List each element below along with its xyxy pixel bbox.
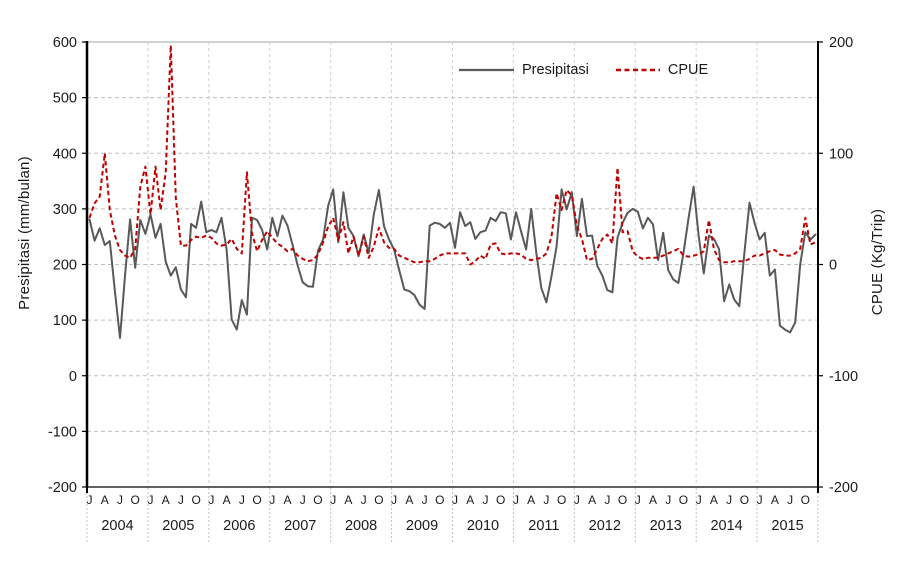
svg-text:-200: -200 (48, 480, 77, 496)
svg-text:400: 400 (53, 146, 77, 162)
svg-text:J: J (147, 493, 153, 507)
svg-text:J: J (513, 493, 519, 507)
svg-text:O: O (374, 493, 383, 507)
svg-text:O: O (740, 493, 749, 507)
presipitasi-line-sample-icon (459, 68, 514, 72)
svg-text:J: J (757, 493, 763, 507)
svg-text:A: A (588, 493, 596, 507)
left-axis-title: Presipitasi (mm/bulan) (16, 156, 33, 310)
svg-text:500: 500 (53, 91, 77, 107)
svg-text:J: J (87, 493, 93, 507)
presipitasi-series (88, 185, 817, 339)
left-axis-tick-labels: 600 500 400 300 200 100 0 -100 -200 (48, 35, 77, 496)
svg-text:2015: 2015 (771, 518, 803, 534)
svg-text:O: O (435, 493, 444, 507)
svg-text:J: J (482, 493, 488, 507)
svg-text:100: 100 (53, 313, 77, 329)
svg-text:0: 0 (69, 369, 77, 385)
svg-text:O: O (313, 493, 322, 507)
svg-text:A: A (101, 493, 109, 507)
svg-text:2009: 2009 (406, 518, 438, 534)
svg-text:J: J (452, 493, 458, 507)
svg-text:J: J (117, 493, 123, 507)
svg-text:J: J (574, 493, 580, 507)
svg-text:200: 200 (829, 35, 853, 51)
svg-text:J: J (239, 493, 245, 507)
svg-text:J: J (422, 493, 428, 507)
legend-item-presipitasi: Presipitasi (458, 62, 589, 78)
svg-text:J: J (391, 493, 397, 507)
svg-text:2014: 2014 (710, 518, 742, 534)
svg-text:2006: 2006 (223, 518, 255, 534)
svg-text:O: O (191, 493, 200, 507)
svg-text:J: J (361, 493, 367, 507)
svg-text:2007: 2007 (284, 518, 316, 534)
svg-text:A: A (527, 493, 535, 507)
svg-text:J: J (330, 493, 336, 507)
svg-text:O: O (801, 493, 810, 507)
svg-text:O: O (618, 493, 627, 507)
svg-text:200: 200 (53, 258, 77, 274)
legend-label-presipitasi: Presipitasi (522, 62, 589, 78)
svg-text:O: O (131, 493, 140, 507)
legend-label-cpue: CPUE (667, 62, 709, 78)
svg-text:2010: 2010 (467, 518, 499, 534)
right-axis-tick-labels: 200 100 0 -100 -200 (829, 35, 858, 496)
presipitasi-line (88, 185, 817, 339)
svg-text:J: J (178, 493, 184, 507)
svg-text:J: J (787, 493, 793, 507)
svg-text:A: A (771, 493, 779, 507)
svg-text:A: A (710, 493, 718, 507)
svg-text:2008: 2008 (345, 518, 377, 534)
svg-text:A: A (466, 493, 474, 507)
svg-text:O: O (252, 493, 261, 507)
cpue-line (88, 44, 816, 266)
svg-text:2004: 2004 (101, 518, 133, 534)
svg-text:2012: 2012 (589, 518, 621, 534)
svg-text:J: J (208, 493, 214, 507)
svg-text:O: O (679, 493, 688, 507)
svg-text:J: J (604, 493, 610, 507)
svg-text:A: A (284, 493, 292, 507)
x-label-separators (86, 488, 819, 542)
svg-text:600: 600 (53, 35, 77, 51)
svg-text:J: J (635, 493, 641, 507)
svg-text:300: 300 (53, 202, 77, 218)
svg-text:-200: -200 (829, 480, 858, 496)
svg-text:J: J (269, 493, 275, 507)
svg-text:2005: 2005 (162, 518, 194, 534)
tick-marks (82, 41, 823, 493)
svg-text:-100: -100 (829, 369, 858, 385)
svg-text:J: J (665, 493, 671, 507)
svg-text:J: J (300, 493, 306, 507)
svg-text:-100: -100 (48, 424, 77, 440)
legend-item-cpue: CPUE (615, 62, 708, 78)
cpue-line-sample-icon (615, 68, 660, 72)
svg-text:0: 0 (829, 258, 837, 274)
svg-text:J: J (726, 493, 732, 507)
cpue-series (88, 44, 816, 266)
svg-text:A: A (405, 493, 413, 507)
svg-text:A: A (162, 493, 170, 507)
legend: Presipitasi CPUE (458, 62, 708, 78)
svg-text:O: O (557, 493, 566, 507)
svg-text:2013: 2013 (650, 518, 682, 534)
svg-text:100: 100 (829, 146, 853, 162)
svg-text:A: A (649, 493, 657, 507)
year-labels: 2004 2005 2006 2007 2008 2009 2010 2011 2012 2013… (101, 518, 803, 534)
svg-text:A: A (223, 493, 231, 507)
svg-text:J: J (543, 493, 549, 507)
year-gridlines (147, 42, 758, 487)
svg-text:A: A (344, 493, 352, 507)
svg-text:2011: 2011 (528, 518, 559, 534)
svg-text:J: J (696, 493, 702, 507)
svg-text:O: O (496, 493, 505, 507)
right-axis-title: CPUE (Kg/Trip) (869, 208, 886, 316)
